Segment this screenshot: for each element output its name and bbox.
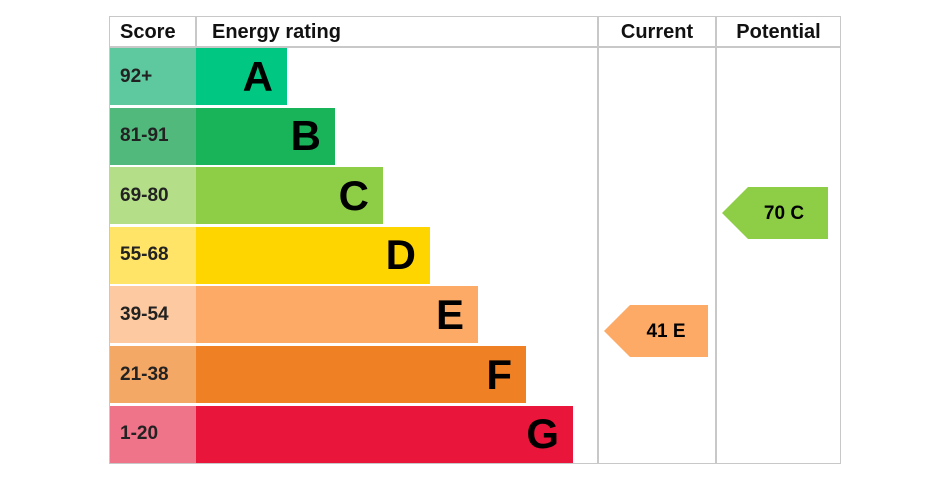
arrow-shape xyxy=(604,305,708,357)
rating-bar: D xyxy=(196,226,430,284)
divider xyxy=(715,17,717,463)
header-rating: Energy rating xyxy=(212,21,341,43)
divider xyxy=(597,17,599,463)
header-current: Current xyxy=(620,21,694,43)
current-arrow: 41 E xyxy=(604,305,708,357)
current-label: 41 E xyxy=(646,321,685,342)
score-cell: 21-38 xyxy=(110,346,196,403)
potential-label: 70 C xyxy=(764,203,804,224)
rating-bar: G xyxy=(196,405,573,463)
score-cell: 92+ xyxy=(110,48,196,105)
rating-bar: B xyxy=(196,107,335,165)
potential-arrow: 70 C xyxy=(722,187,828,239)
divider xyxy=(195,17,197,47)
rating-bar: A xyxy=(196,48,287,105)
header-potential: Potential xyxy=(736,21,821,43)
rating-bar: E xyxy=(196,286,478,344)
score-cell: 81-91 xyxy=(110,107,196,165)
rating-bar: C xyxy=(196,167,383,225)
score-cell: 69-80 xyxy=(110,167,196,225)
score-cell: 55-68 xyxy=(110,226,196,284)
header-score: Score xyxy=(120,21,176,43)
score-cell: 39-54 xyxy=(110,286,196,344)
arrow-shape xyxy=(722,187,828,239)
score-cell: 1-20 xyxy=(110,405,196,463)
frame xyxy=(109,16,841,464)
header-rule xyxy=(110,46,840,48)
rating-bar: F xyxy=(196,346,526,403)
